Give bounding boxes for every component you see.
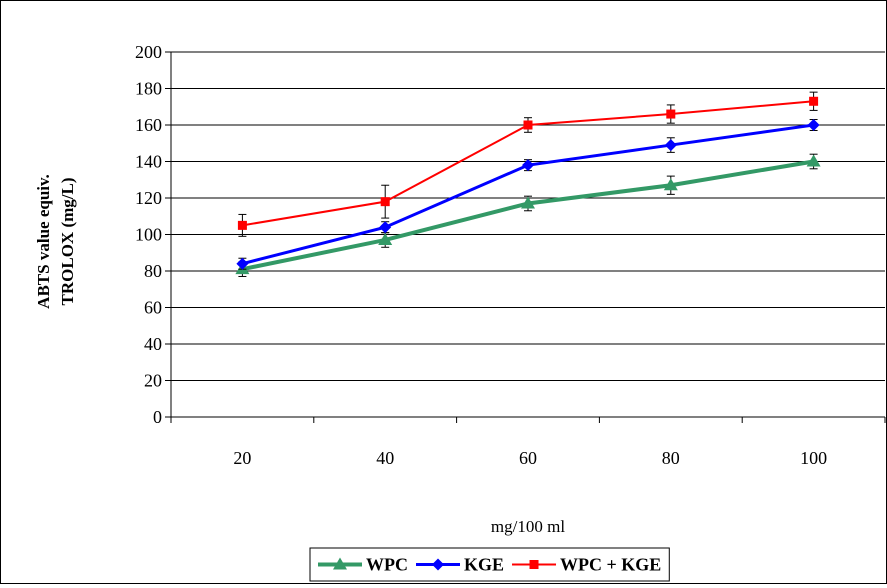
y-tick-label: 40 [144, 334, 162, 354]
y-tick-label: 100 [135, 225, 162, 245]
legend-item: WPC + KGE [512, 555, 661, 575]
y-tick-label: 120 [135, 188, 162, 208]
legend-label: KGE [464, 555, 504, 575]
legend-marker [432, 558, 444, 571]
y-tick-label: 160 [135, 115, 162, 135]
y-axis-title-line-1: ABTS value equiv. [34, 174, 53, 309]
x-tick-label: 100 [800, 448, 827, 468]
data-point [379, 221, 392, 234]
data-point [378, 232, 393, 245]
x-axis-title: mg/100 ml [491, 517, 565, 536]
data-point [666, 109, 676, 119]
series [235, 91, 821, 277]
x-tick-label: 80 [662, 448, 680, 468]
legend-item: WPC [318, 555, 408, 575]
y-tick-label: 20 [144, 371, 162, 391]
y-tick-label: 200 [135, 42, 162, 62]
data-point [380, 197, 390, 207]
legend-box [309, 547, 670, 582]
x-tick-label: 20 [233, 448, 251, 468]
data-point [237, 220, 247, 230]
data-point [664, 139, 677, 152]
x-tick-label: 40 [376, 448, 394, 468]
legend-label: WPC [366, 555, 408, 575]
data-point [807, 119, 820, 131]
x-tick-label: 60 [519, 448, 537, 468]
series-wpc-kge [237, 91, 819, 237]
axes [165, 51, 886, 423]
y-tick-labels: 0 20 40 60 80 100 120 140 160 180 200 [135, 42, 162, 427]
y-tick-label: 180 [135, 79, 162, 99]
legend-marker [333, 557, 347, 570]
legend: WPC KGE WPC + KGE [309, 547, 670, 582]
y-tick-label: 140 [135, 152, 162, 172]
data-point [522, 159, 534, 172]
legend-label: WPC + KGE [560, 555, 661, 575]
data-point [809, 96, 819, 106]
series-kge [236, 119, 820, 270]
x-tick-labels: 20 40 60 80 100 [233, 448, 827, 468]
data-point [663, 178, 678, 191]
data-point [523, 120, 533, 130]
legend-item: KGE [416, 555, 504, 575]
y-axis-title-line-2: TROLOX (mg/L) [58, 178, 77, 306]
y-tick-label: 0 [153, 407, 162, 427]
data-point [806, 154, 821, 167]
y-tick-label: 60 [144, 298, 162, 318]
y-axis-title: ABTS value equiv. TROLOX (mg/L) [34, 174, 77, 309]
data-point [236, 257, 249, 270]
y-tick-label: 80 [144, 261, 162, 281]
data-point [521, 196, 535, 209]
legend-marker [529, 560, 539, 569]
